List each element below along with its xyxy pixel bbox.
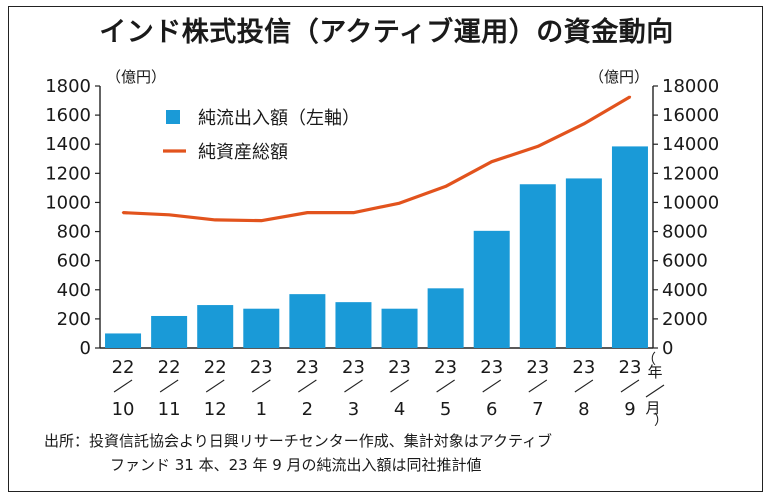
- right-tick-label: 8000: [662, 222, 708, 243]
- x-tick-year: 23: [619, 357, 642, 378]
- left-tick-label: 200: [57, 309, 91, 330]
- x-tick-slash: [528, 379, 548, 393]
- bar: [565, 178, 602, 348]
- line-point: [398, 201, 401, 205]
- source-note-line1: 出所：投資信託協会より日興リサーチセンター作成、集計対象はアクティブ: [44, 432, 553, 450]
- line-point: [167, 213, 171, 217]
- legend-label-bar: 純流出入額（左軸）: [198, 108, 360, 129]
- x-tick-year: 22: [204, 357, 227, 378]
- x-tick-month: 9: [624, 399, 635, 420]
- x-tick-year: 22: [112, 357, 135, 378]
- x-tick-month: 2: [302, 399, 313, 420]
- bar: [105, 333, 142, 348]
- x-tick-month: 1: [256, 399, 267, 420]
- right-tick-label: 6000: [662, 251, 708, 272]
- left-tick-label: 600: [57, 251, 91, 272]
- bar: [381, 308, 418, 348]
- x-tick-year: 23: [434, 357, 457, 378]
- left-tick-label: 1600: [45, 105, 91, 126]
- bar: [427, 288, 464, 348]
- x-unit-paren-close: ）: [654, 413, 668, 429]
- x-tick-month: 7: [532, 399, 543, 420]
- line-point: [214, 218, 217, 222]
- bar: [151, 315, 188, 348]
- x-unit-month: 月: [645, 399, 660, 417]
- x-unit-year: 年: [647, 363, 662, 381]
- source-note-line2: ファンド 31 本、23 年 9 月の純流出入額は同社推計値: [110, 456, 482, 474]
- line-point: [260, 219, 263, 222]
- right-tick-label: 12000: [662, 163, 719, 184]
- x-tick-slash: [344, 379, 363, 393]
- x-tick-month: 10: [112, 399, 135, 420]
- legend-swatch-bar: [166, 110, 180, 124]
- right-tick-label: 2000: [662, 309, 708, 330]
- x-tick-slash: [205, 379, 225, 393]
- line-point: [352, 211, 355, 214]
- x-tick-month: 3: [348, 399, 359, 420]
- bar: [289, 294, 326, 348]
- x-unit-slash: [645, 384, 665, 398]
- right-tick-label: 10000: [662, 192, 719, 213]
- line-point: [121, 211, 125, 214]
- right-tick-label: 16000: [662, 105, 719, 126]
- line-point: [582, 122, 586, 126]
- right-tick-label: 18000: [662, 76, 719, 97]
- x-tick-year: 23: [296, 357, 319, 378]
- x-tick-slash: [298, 379, 317, 393]
- x-tick-slash: [251, 379, 271, 393]
- x-tick-month: 11: [158, 399, 181, 420]
- x-tick-slash: [574, 379, 594, 393]
- x-tick-month: 4: [394, 399, 405, 420]
- bar: [611, 146, 648, 348]
- left-tick-label: 1200: [45, 163, 91, 184]
- left-tick-label: 1400: [45, 134, 91, 155]
- x-tick-year: 23: [388, 357, 411, 378]
- x-tick-slash: [159, 379, 179, 393]
- legend-label-line: 純資産総額: [198, 142, 288, 163]
- x-tick-year: 23: [480, 357, 503, 378]
- x-tick-slash: [620, 379, 640, 393]
- x-tick-slash: [482, 379, 502, 393]
- x-tick-month: 6: [486, 399, 497, 420]
- line-point: [444, 185, 447, 188]
- left-tick-label: 0: [80, 338, 91, 359]
- x-tick-month: 5: [440, 399, 451, 420]
- x-tick-year: 23: [342, 357, 365, 378]
- x-tick-slash: [390, 379, 409, 393]
- bar: [473, 230, 510, 348]
- left-tick-label: 400: [57, 280, 91, 301]
- line-point: [628, 95, 632, 99]
- x-tick-year: 22: [158, 357, 181, 378]
- x-tick-year: 23: [526, 357, 549, 378]
- bar: [197, 305, 234, 348]
- line-point: [490, 160, 493, 163]
- left-tick-label: 800: [57, 222, 91, 243]
- bar: [519, 184, 556, 348]
- series-line: [122, 95, 631, 223]
- x-tick-month: 8: [578, 399, 589, 420]
- chart-title: インド株式投信（アクティブ運用）の資金動向: [99, 17, 674, 48]
- right-tick-label: 4000: [662, 280, 708, 301]
- right-tick-label: 0: [662, 338, 673, 359]
- x-unit-paren-open: （: [642, 352, 656, 368]
- line-point: [306, 211, 309, 214]
- x-tick-slash: [436, 379, 455, 393]
- x-tick-year: 23: [572, 357, 595, 378]
- right-axis-unit: （億円）: [589, 68, 649, 86]
- left-tick-label: 1800: [45, 76, 91, 97]
- left-tick-label: 1000: [45, 192, 91, 213]
- x-tick-year: 23: [250, 357, 273, 378]
- line-point: [536, 145, 539, 148]
- bar: [335, 302, 372, 348]
- x-tick-month: 12: [204, 399, 227, 420]
- right-tick-label: 14000: [662, 134, 719, 155]
- left-axis-unit: （億円）: [106, 68, 166, 86]
- x-tick-slash: [113, 379, 133, 393]
- bar: [243, 308, 280, 348]
